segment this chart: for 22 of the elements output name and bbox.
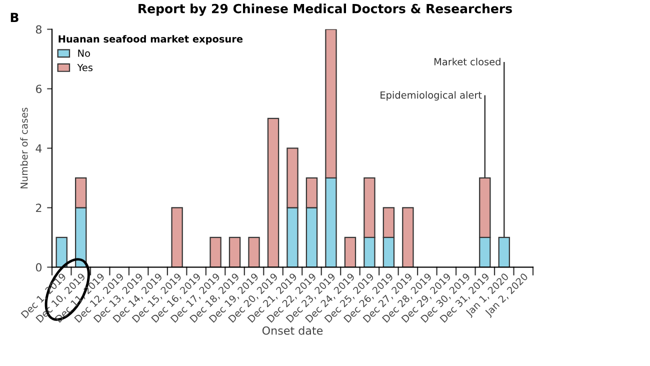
x-axis-title: Onset date <box>262 326 323 335</box>
y-axis-title: Number of cases <box>20 108 28 188</box>
chart-title: Report by 29 Chinese Medical Doctors & Researchers <box>138 4 512 16</box>
legend-label: No <box>78 50 90 57</box>
y-tick-label: 8 <box>36 25 42 34</box>
bar <box>56 236 68 268</box>
bar <box>210 236 222 268</box>
bar <box>171 207 183 268</box>
ref-line-label: Epidemiological alert <box>380 91 482 101</box>
y-tick-label: 4 <box>36 144 42 152</box>
ref-line-label: Market closed <box>434 58 500 66</box>
y-tick-label: 6 <box>36 84 42 94</box>
legend-title: Huanan seafood market exposure <box>58 35 243 45</box>
bar <box>248 236 260 268</box>
bar <box>402 207 414 268</box>
text: B <box>10 12 18 22</box>
legend-label: Yes <box>77 64 92 72</box>
y-tick-label: 2 <box>36 204 42 212</box>
bar <box>344 236 356 268</box>
bar <box>228 236 241 268</box>
y-tick-label: 0 <box>36 263 42 272</box>
bar <box>267 118 280 268</box>
